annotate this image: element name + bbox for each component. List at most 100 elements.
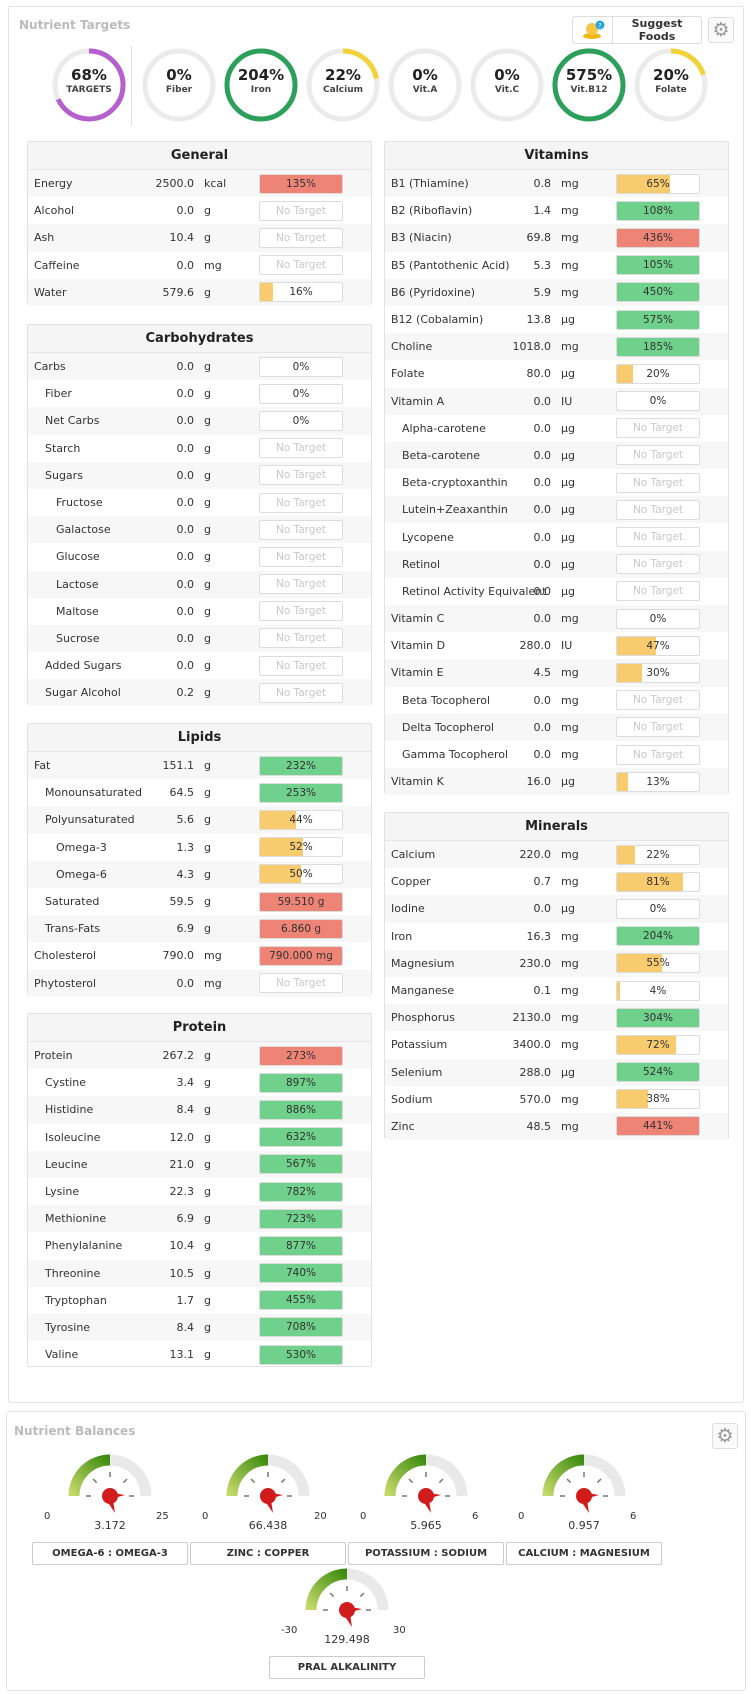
nutrient-row[interactable]: Leucine 21.0 g 567% [28,1150,371,1178]
nutrient-row[interactable]: Net Carbs 0.0 g 0% [28,407,371,435]
nutrient-row[interactable]: Phenylalanine 10.4 g 877% [28,1232,371,1259]
balances-settings-gear-icon[interactable]: ⚙ [712,1423,738,1449]
nutrient-row[interactable]: Methionine 6.9 g 723% [28,1205,371,1233]
nutrient-row[interactable]: Water 579.6 g 16% [28,278,371,306]
nutrient-row[interactable]: Lactose 0.0 g No Target [28,570,371,598]
nutrient-name: Maltose [56,604,99,618]
nutrient-row[interactable]: Maltose 0.0 g No Target [28,598,371,625]
target-circle-targets[interactable]: 68% TARGETS [50,46,128,124]
nutrient-row[interactable]: B6 (Pyridoxine) 5.9 mg 450% [385,278,728,306]
nutrient-row[interactable]: Sodium 570.0 mg 38% [385,1086,728,1113]
nutrient-unit: mg [561,177,579,191]
nutrient-row[interactable]: Added Sugars 0.0 g No Target [28,652,371,679]
nutrient-row[interactable]: Starch 0.0 g No Target [28,435,371,462]
nutrient-row[interactable]: Carbs 0.0 g 0% [28,353,371,381]
nutrient-row[interactable]: B2 (Riboflavin) 1.4 mg 108% [385,197,728,224]
nutrient-row[interactable]: Isoleucine 12.0 g 632% [28,1124,371,1151]
nutrient-row[interactable]: Zinc 48.5 mg 441% [385,1112,728,1141]
nutrient-row[interactable]: Potassium 3400.0 mg 72% [385,1031,728,1058]
nutrient-row[interactable]: B3 (Niacin) 69.8 mg 436% [385,224,728,252]
nutrient-row[interactable]: Caffeine 0.0 mg No Target [28,252,371,279]
suggest-foods-button[interactable]: ? Suggest Foods [572,16,702,44]
nutrient-row[interactable]: Tyrosine 8.4 g 708% [28,1313,371,1342]
progress-label: No Target [275,442,327,455]
gauge-label-button[interactable]: CALCIUM : MAGNESIUM [506,1542,662,1565]
gauge-label-button[interactable]: OMEGA-6 : OMEGA-3 [32,1542,188,1565]
nutrient-row[interactable]: Sugars 0.0 g No Target [28,461,371,489]
target-circle-folate[interactable]: 20% Folate [632,46,710,124]
nutrient-row[interactable]: Delta Tocopherol 0.0 mg No Target [385,713,728,741]
nutrient-row[interactable]: B1 (Thiamine) 0.8 mg 65% [385,170,728,198]
nutrient-row[interactable]: Phosphorus 2130.0 mg 304% [385,1004,728,1032]
nutrient-row[interactable]: Threonine 10.5 g 740% [28,1259,371,1287]
progress-bar: No Target [259,574,343,595]
nutrient-row[interactable]: Trans-Fats 6.9 g 6.860 g [28,915,371,943]
nutrient-row[interactable]: Retinol 0.0 µg No Target [385,550,728,578]
nutrient-row[interactable]: Cystine 3.4 g 897% [28,1069,371,1096]
gauge-label-button[interactable]: ZINC : COPPER [190,1542,346,1565]
nutrient-row[interactable]: Retinol Activity Equivalent 0.0 µg No Targe… [385,578,728,605]
nutrient-row[interactable]: Vitamin K 16.0 µg 13% [385,768,728,796]
nutrient-amount: 21.0 [169,1157,195,1171]
nutrient-row[interactable]: Omega-6 4.3 g 50% [28,860,371,888]
nutrient-row[interactable]: Protein 267.2 g 273% [28,1042,371,1070]
nutrient-row[interactable]: Ash 10.4 g No Target [28,224,371,252]
nutrient-row[interactable]: Folate 80.0 µg 20% [385,360,728,387]
nutrient-row[interactable]: Iodine 0.0 µg 0% [385,895,728,923]
nutrient-row[interactable]: Vitamin D 280.0 IU 47% [385,632,728,659]
target-circle-calcium[interactable]: 22% Calcium [304,46,382,124]
nutrient-row[interactable]: Manganese 0.1 mg 4% [385,977,728,1004]
nutrient-row[interactable]: Polyunsaturated 5.6 g 44% [28,806,371,834]
nutrient-row[interactable]: Lycopene 0.0 µg No Target [385,523,728,550]
target-circle-vit-b12[interactable]: 575% Vit.B12 [550,46,628,124]
nutrient-row[interactable]: Fiber 0.0 g 0% [28,380,371,407]
targets-settings-gear-icon[interactable]: ⚙ [708,17,734,43]
nutrient-row[interactable]: Histidine 8.4 g 886% [28,1096,371,1124]
target-circle-fiber[interactable]: 0% Fiber [140,46,218,124]
nutrient-row[interactable]: Saturated 59.5 g 59.510 g [28,888,371,915]
nutrient-row[interactable]: Lysine 22.3 g 782% [28,1178,371,1205]
gauge-label-button[interactable]: POTASSIUM : SODIUM [348,1542,504,1565]
nutrient-row[interactable]: B12 (Cobalamin) 13.8 µg 575% [385,306,728,333]
nutrient-row[interactable]: Glucose 0.0 g No Target [28,543,371,570]
progress-label: 782% [285,1185,317,1198]
nutrient-row[interactable]: Vitamin E 4.5 mg 30% [385,659,728,687]
nutrient-row[interactable]: Iron 16.3 mg 204% [385,923,728,950]
nutrient-row[interactable]: Sucrose 0.0 g No Target [28,624,371,653]
nutrient-row[interactable]: Omega-3 1.3 g 52% [28,834,371,861]
nutrient-row[interactable]: Choline 1018.0 mg 185% [385,333,728,361]
nutrient-row[interactable]: Fructose 0.0 g No Target [28,489,371,516]
nutrient-unit: mg [561,204,579,218]
nutrient-row[interactable]: Selenium 288.0 µg 524% [385,1058,728,1086]
nutrient-row[interactable]: B5 (Pantothenic Acid) 5.3 mg 105% [385,252,728,279]
nutrient-row[interactable]: Galactose 0.0 g No Target [28,516,371,544]
target-circle-vit-a[interactable]: 0% Vit.A [386,46,464,124]
nutrient-row[interactable]: Gamma Tocopherol 0.0 mg No Target [385,741,728,768]
nutrient-row[interactable]: Magnesium 230.0 mg 55% [385,949,728,977]
nutrient-row[interactable]: Beta-cryptoxanthin 0.0 µg No Target [385,469,728,496]
nutrient-row[interactable]: Calcium 220.0 mg 22% [385,841,728,869]
nutrient-row[interactable]: Sugar Alcohol 0.2 g No Target [28,679,371,707]
nutrient-row[interactable]: Tryptophan 1.7 g 455% [28,1287,371,1314]
target-circle-vit-c[interactable]: 0% Vit.C [468,46,546,124]
nutrient-row[interactable]: Lutein+Zeaxanthin 0.0 µg No Target [385,496,728,524]
nutrient-row[interactable]: Monounsaturated 64.5 g 253% [28,779,371,806]
nutrient-row[interactable]: Valine 13.1 g 530% [28,1341,371,1368]
nutrient-row[interactable]: Alpha-carotene 0.0 µg No Target [385,415,728,442]
progress-label: 108% [642,204,674,217]
nutrient-row[interactable]: Vitamin C 0.0 mg 0% [385,605,728,633]
nutrient-amount: 0.0 [533,503,552,517]
nutrient-row[interactable]: Alcohol 0.0 g No Target [28,197,371,224]
nutrient-row[interactable]: Energy 2500.0 kcal 135% [28,170,371,198]
gauge-label-button[interactable]: PRAL ALKALINITY [269,1656,425,1679]
nutrient-row[interactable]: Copper 0.7 mg 81% [385,868,728,895]
progress-bar: 108% [616,200,700,221]
nutrient-row[interactable]: Beta Tocopherol 0.0 mg No Target [385,687,728,714]
target-circle-iron[interactable]: 204% Iron [222,46,300,124]
nutrient-unit: mg [561,258,579,272]
nutrient-row[interactable]: Cholesterol 790.0 mg 790.000 mg [28,942,371,969]
nutrient-row[interactable]: Fat 151.1 g 232% [28,752,371,780]
nutrient-row[interactable]: Beta-carotene 0.0 µg No Target [385,441,728,470]
nutrient-row[interactable]: Vitamin A 0.0 IU 0% [385,387,728,415]
nutrient-row[interactable]: Phytosterol 0.0 mg No Target [28,969,371,997]
